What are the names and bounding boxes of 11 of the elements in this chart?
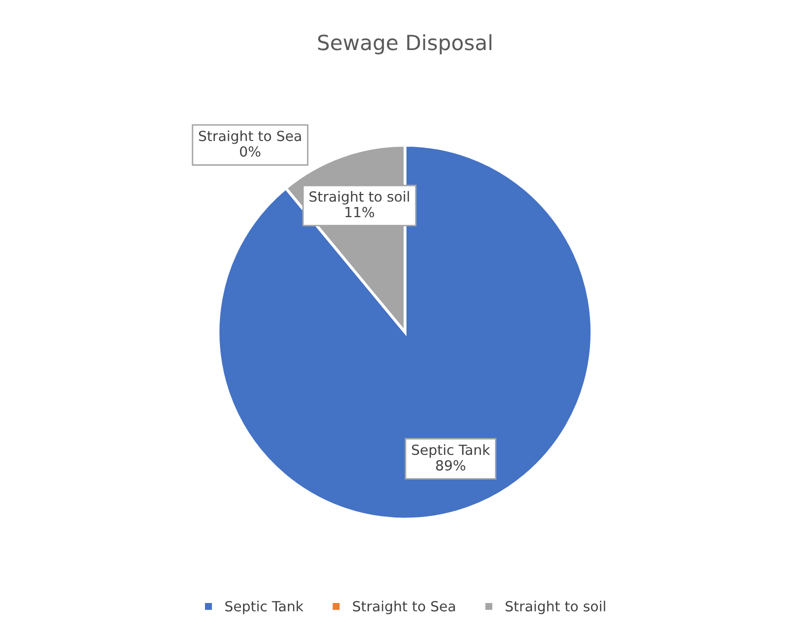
category-label: Straight to Sea [198,130,301,144]
legend-label: Straight to soil [506,600,606,614]
text: 0% [240,146,260,157]
pie-slice [216,144,594,520]
chart-title: Sewage Disposal [318,34,492,54]
data-label: 89% [436,460,466,471]
legend-label: Septic Tank [225,600,304,614]
data-label: 11% [346,206,374,218]
slice-label: Straight to soil [310,191,409,204]
slice-label: Septic Tank [412,444,490,458]
legend-label: Straight to Sea [353,600,455,614]
